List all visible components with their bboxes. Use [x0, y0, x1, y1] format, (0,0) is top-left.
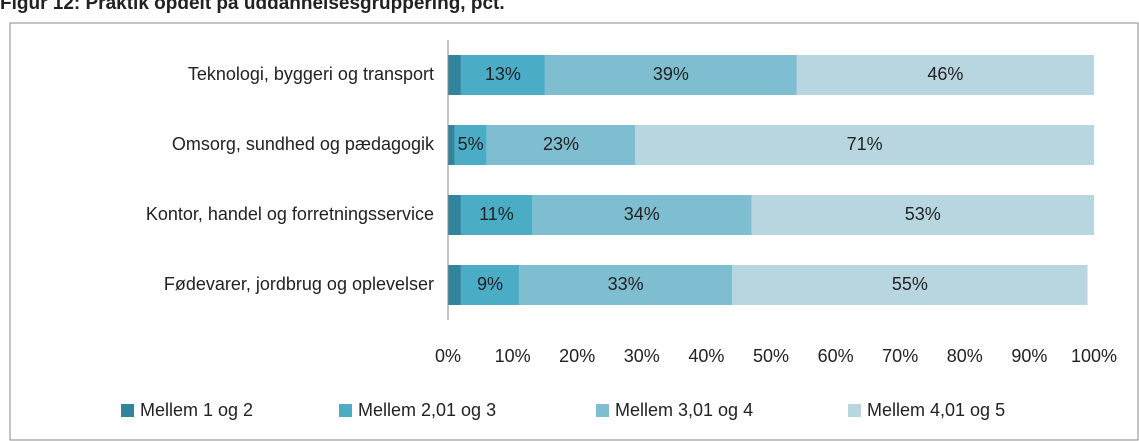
bar-segment: [751, 195, 1094, 235]
x-tick-label: 20%: [559, 346, 595, 366]
legend-label: Mellem 2,01 og 3: [358, 400, 496, 420]
data-label: 55%: [892, 274, 928, 294]
x-tick-label: 70%: [882, 346, 918, 366]
data-label: 34%: [624, 204, 660, 224]
bar-segment: [454, 125, 487, 165]
x-tick-label: 0%: [435, 346, 461, 366]
x-tick-label: 100%: [1071, 346, 1117, 366]
bar-segment: [448, 55, 461, 95]
bar-segment: [460, 265, 520, 305]
bar-segment: [460, 55, 545, 95]
data-label: 5%: [458, 134, 484, 154]
data-label: 9%: [477, 274, 503, 294]
data-label: 71%: [847, 134, 883, 154]
bar-segment: [796, 55, 1094, 95]
bar-segment: [448, 125, 455, 165]
bar-segment: [635, 125, 1094, 165]
bar-segment: [531, 195, 752, 235]
data-label: 46%: [927, 64, 963, 84]
y-tick-label: Fødevarer, jordbrug og oplevelser: [164, 274, 434, 294]
bar-segment: [460, 195, 532, 235]
data-label: 11%: [479, 204, 514, 224]
x-tick-label: 30%: [624, 346, 660, 366]
y-tick-label: Teknologi, byggeri og transport: [188, 64, 434, 84]
legend-label: Mellem 1 og 2: [140, 400, 253, 420]
legend-swatch: [848, 404, 861, 417]
x-tick-label: 50%: [753, 346, 789, 366]
data-label: 23%: [543, 134, 579, 154]
legend-label: Mellem 3,01 og 4: [615, 400, 753, 420]
legend-swatch: [596, 404, 609, 417]
data-label: 53%: [905, 204, 941, 224]
bar-segment: [519, 265, 733, 305]
x-tick-label: 90%: [1011, 346, 1047, 366]
legend-swatch: [121, 404, 134, 417]
bar-segment: [448, 195, 461, 235]
chart-title: Figur 12: Praktik opdelt på uddannelsesg…: [0, 0, 505, 14]
data-label: 39%: [653, 64, 689, 84]
y-tick-label: Kontor, handel og forretningsservice: [146, 204, 434, 224]
x-tick-label: 10%: [495, 346, 531, 366]
data-label: 13%: [485, 64, 521, 84]
data-label: 33%: [608, 274, 644, 294]
bar-segment: [732, 265, 1088, 305]
legend-label: Mellem 4,01 og 5: [867, 400, 1005, 420]
bar-segment: [448, 265, 461, 305]
x-tick-label: 40%: [688, 346, 724, 366]
x-tick-label: 80%: [947, 346, 983, 366]
bar-segment: [544, 55, 797, 95]
bar-segment: [486, 125, 636, 165]
y-tick-label: Omsorg, sundhed og pædagogik: [172, 134, 435, 154]
x-tick-label: 60%: [818, 346, 854, 366]
legend-swatch: [339, 404, 352, 417]
